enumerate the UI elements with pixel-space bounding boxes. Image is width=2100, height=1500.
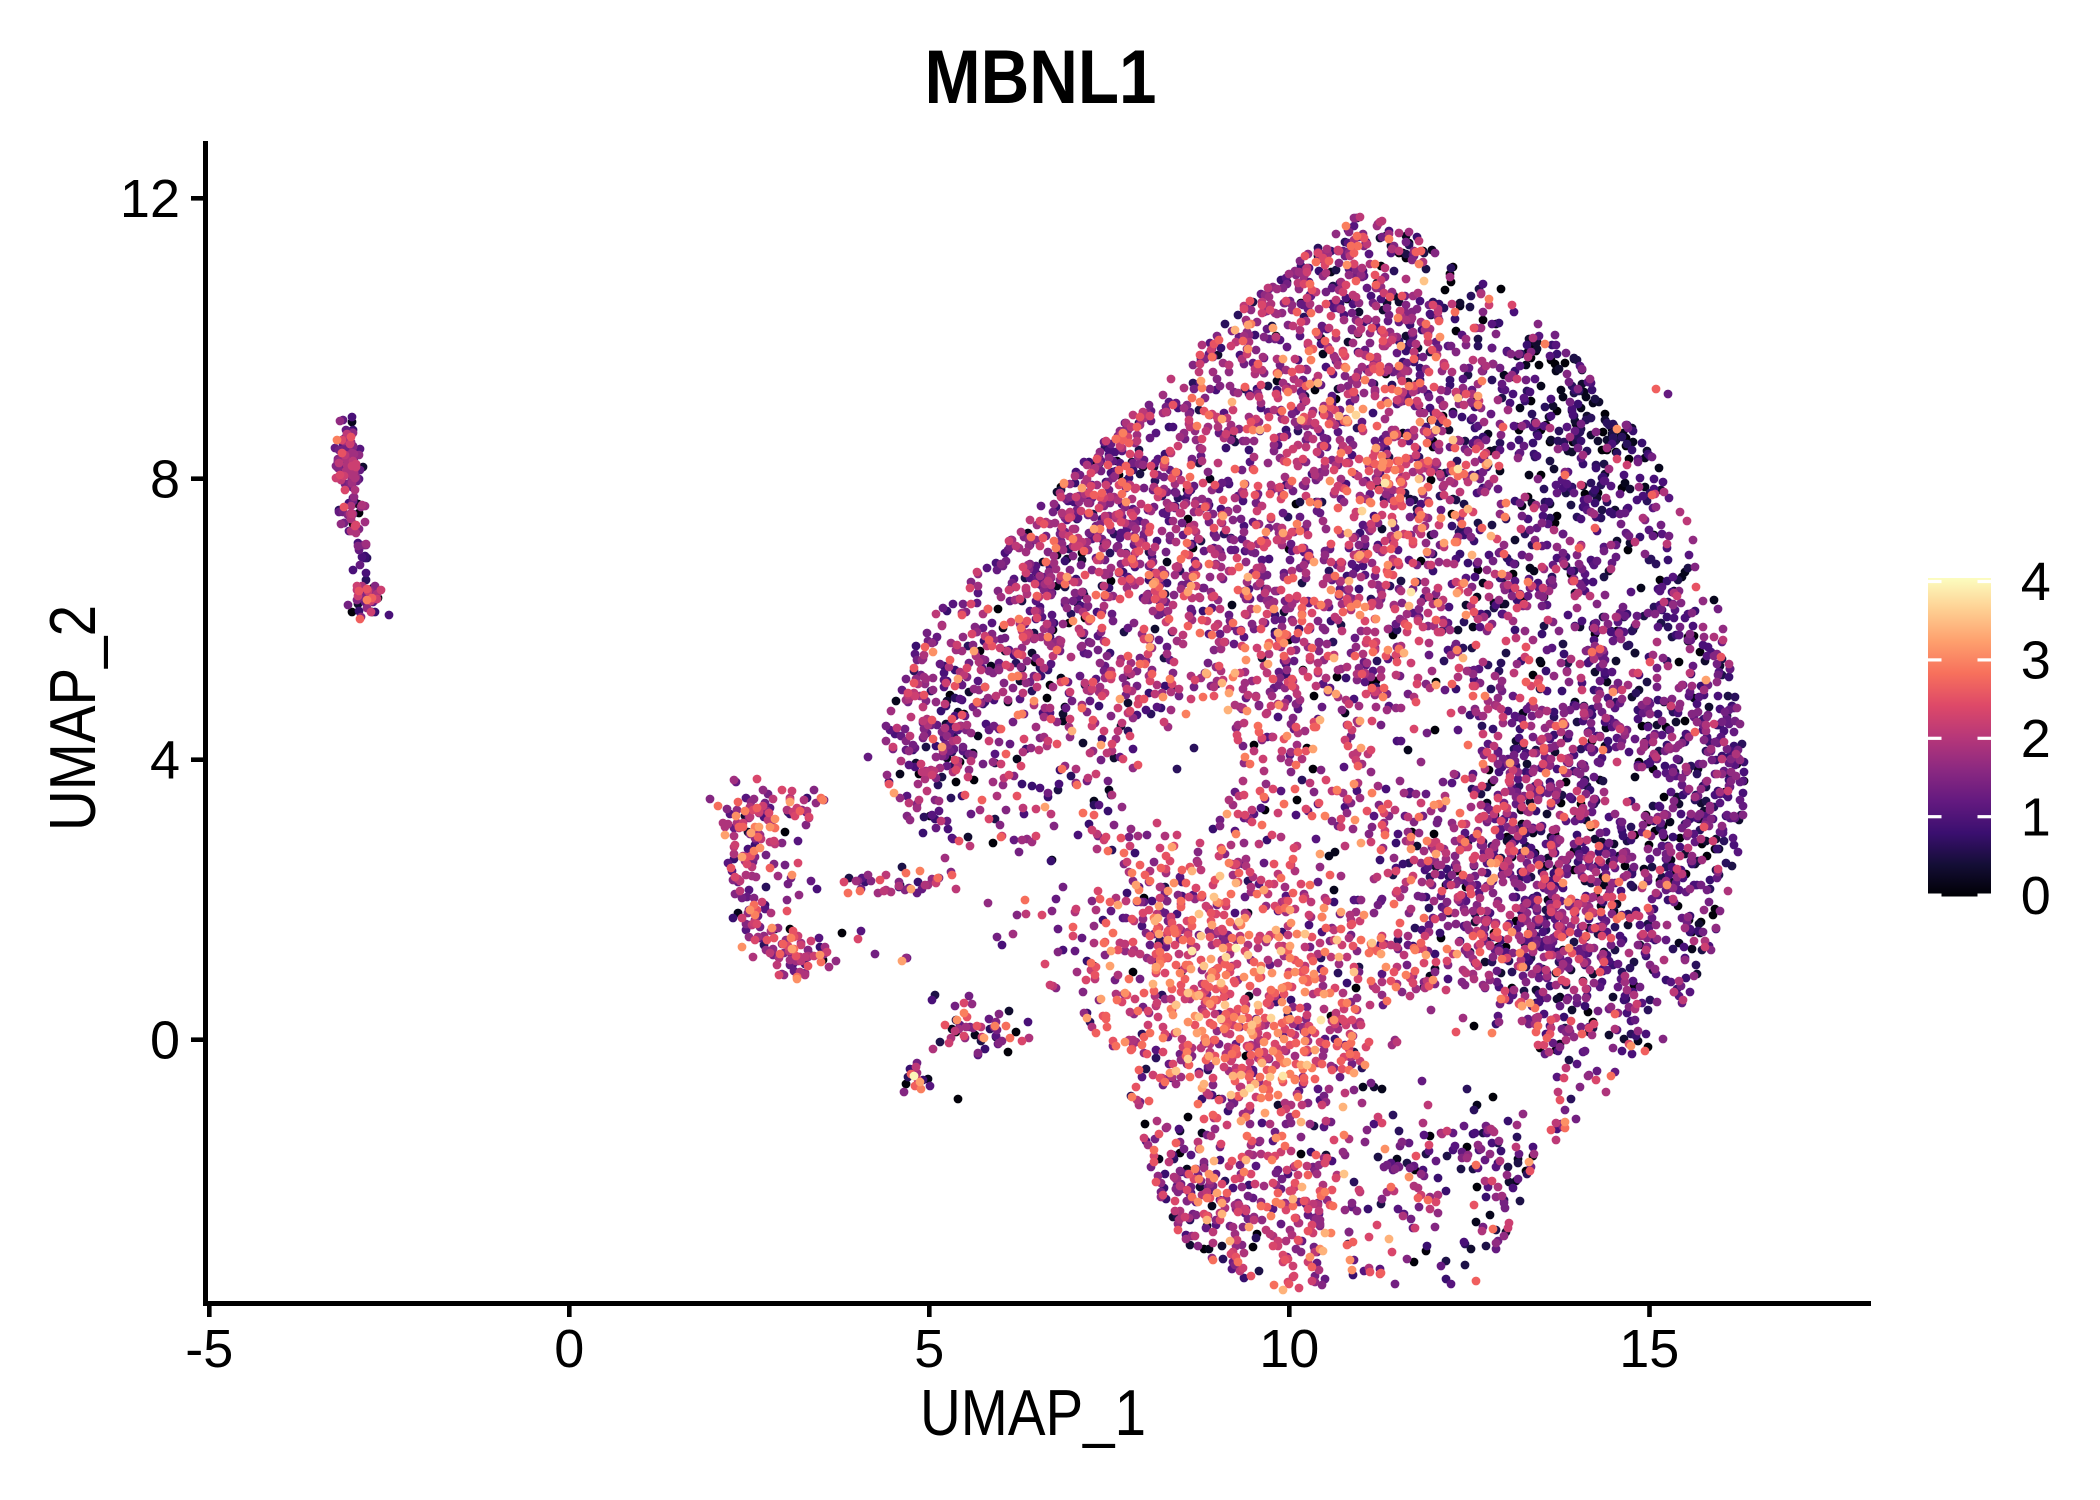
svg-text:5: 5 — [914, 1319, 944, 1379]
svg-text:-5: -5 — [185, 1319, 233, 1379]
svg-text:2: 2 — [2021, 709, 2051, 769]
svg-text:0: 0 — [554, 1319, 584, 1379]
svg-text:4: 4 — [150, 730, 180, 790]
svg-text:UMAP_2: UMAP_2 — [36, 605, 109, 831]
svg-text:MBNL1: MBNL1 — [925, 35, 1157, 120]
svg-text:8: 8 — [150, 449, 180, 509]
svg-text:UMAP_1: UMAP_1 — [920, 1376, 1146, 1449]
svg-text:10: 10 — [1259, 1319, 1319, 1379]
svg-text:0: 0 — [150, 1010, 180, 1070]
svg-text:1: 1 — [2021, 787, 2051, 847]
svg-text:0: 0 — [2021, 866, 2051, 926]
svg-text:3: 3 — [2021, 631, 2051, 691]
svg-text:15: 15 — [1619, 1319, 1679, 1379]
svg-text:4: 4 — [2021, 552, 2051, 612]
svg-text:12: 12 — [120, 169, 180, 229]
